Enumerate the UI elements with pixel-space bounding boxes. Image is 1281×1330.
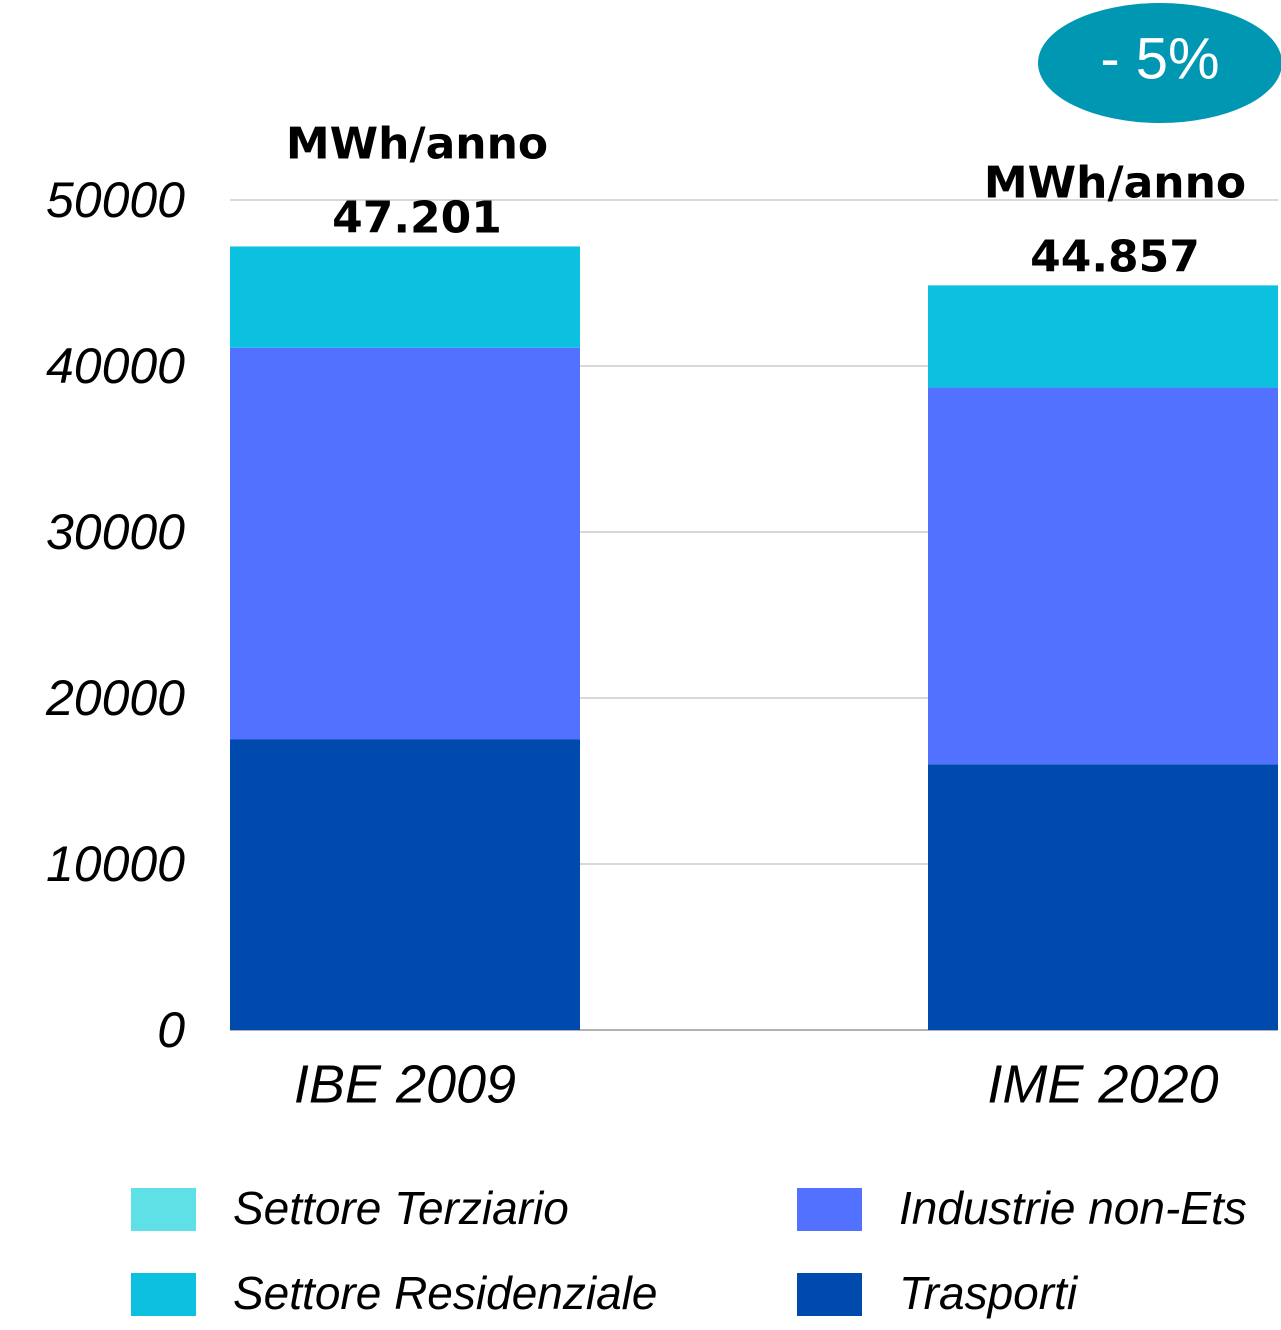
- annotation-badge: [1038, 3, 1281, 123]
- x-tick-label: IBE 2009: [294, 1054, 516, 1114]
- y-tick-label: 20000: [45, 670, 185, 726]
- bar-segment: [230, 347, 580, 740]
- bar-segment: [928, 285, 1278, 388]
- legend-swatch: [797, 1273, 862, 1316]
- legend-swatch: [131, 1188, 196, 1231]
- bar-segment: [230, 246, 580, 348]
- legend-label: Trasporti: [899, 1267, 1079, 1319]
- legend-label: Industrie non-Ets: [899, 1182, 1247, 1234]
- total-label: 47.201: [332, 192, 502, 243]
- x-tick-label: IME 2020: [987, 1054, 1218, 1114]
- legend-label: Settore Residenziale: [233, 1267, 657, 1319]
- bar-segment: [928, 387, 1278, 765]
- total-unit: MWh/anno: [286, 118, 548, 169]
- y-tick-label: 10000: [46, 836, 185, 892]
- legend-label: Settore Terziario: [233, 1182, 569, 1234]
- y-tick-label: 40000: [46, 338, 185, 394]
- y-tick-label: 30000: [46, 504, 185, 560]
- legend-swatch: [131, 1273, 196, 1316]
- annotation: - 5%: [1100, 26, 1219, 91]
- bar-segment: [230, 739, 580, 1030]
- y-tick-label: 0: [157, 1002, 185, 1058]
- bar-segment: [928, 764, 1278, 1030]
- total-unit: MWh/anno: [984, 157, 1246, 208]
- legend-swatch: [797, 1188, 862, 1231]
- total-label: 44.857: [1030, 231, 1200, 282]
- y-tick-label: 50000: [46, 172, 185, 228]
